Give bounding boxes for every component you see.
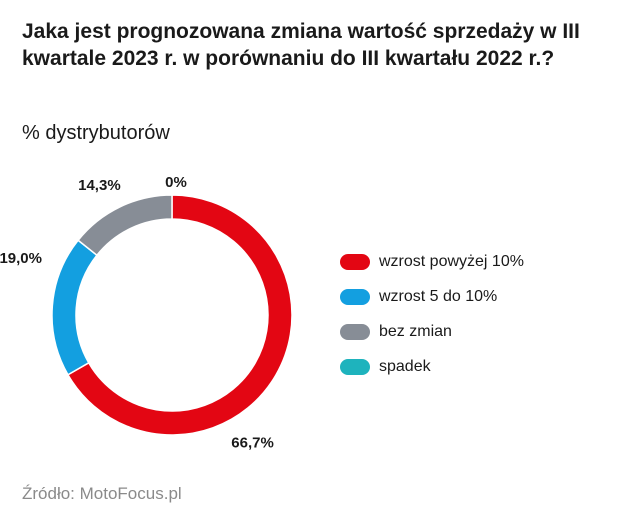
chart-subtitle: % dystrybutorów (22, 122, 170, 144)
chart-title: Jaka jest prognozowana zmiana wartość sp… (22, 20, 580, 70)
legend-item-spadek: spadek (340, 358, 524, 376)
legend-item-wzrost-5-do-10: wzrost 5 do 10% (340, 288, 524, 306)
legend-label: bez zmian (379, 323, 452, 340)
data-label-wzrost-powy-ej-10: 66,7% (231, 435, 274, 452)
slice-wzrost-5-do-10 (51, 239, 98, 376)
slice-bez-zmian (77, 194, 173, 257)
data-label-spadek: 0% (165, 174, 187, 191)
legend-label: wzrost powyżej 10% (379, 253, 524, 270)
source-note: Źródło: MotoFocus.pl (22, 484, 182, 503)
legend-label: spadek (379, 358, 431, 375)
legend-label: wzrost 5 do 10% (379, 288, 498, 305)
legend-swatch (340, 324, 370, 340)
chart-legend: wzrost powyżej 10% wzrost 5 do 10% bez z… (340, 253, 524, 393)
data-label-wzrost-5-do-10: 19,0% (0, 250, 42, 267)
legend-swatch (340, 254, 370, 270)
slice-wzrost-powy-ej-10 (66, 194, 293, 436)
legend-item-wzrost-powyzej-10: wzrost powyżej 10% (340, 253, 524, 271)
legend-swatch (340, 289, 370, 305)
legend-item-bez-zmian: bez zmian (340, 323, 524, 341)
data-label-bez-zmian: 14,3% (78, 177, 121, 194)
legend-swatch (340, 359, 370, 375)
